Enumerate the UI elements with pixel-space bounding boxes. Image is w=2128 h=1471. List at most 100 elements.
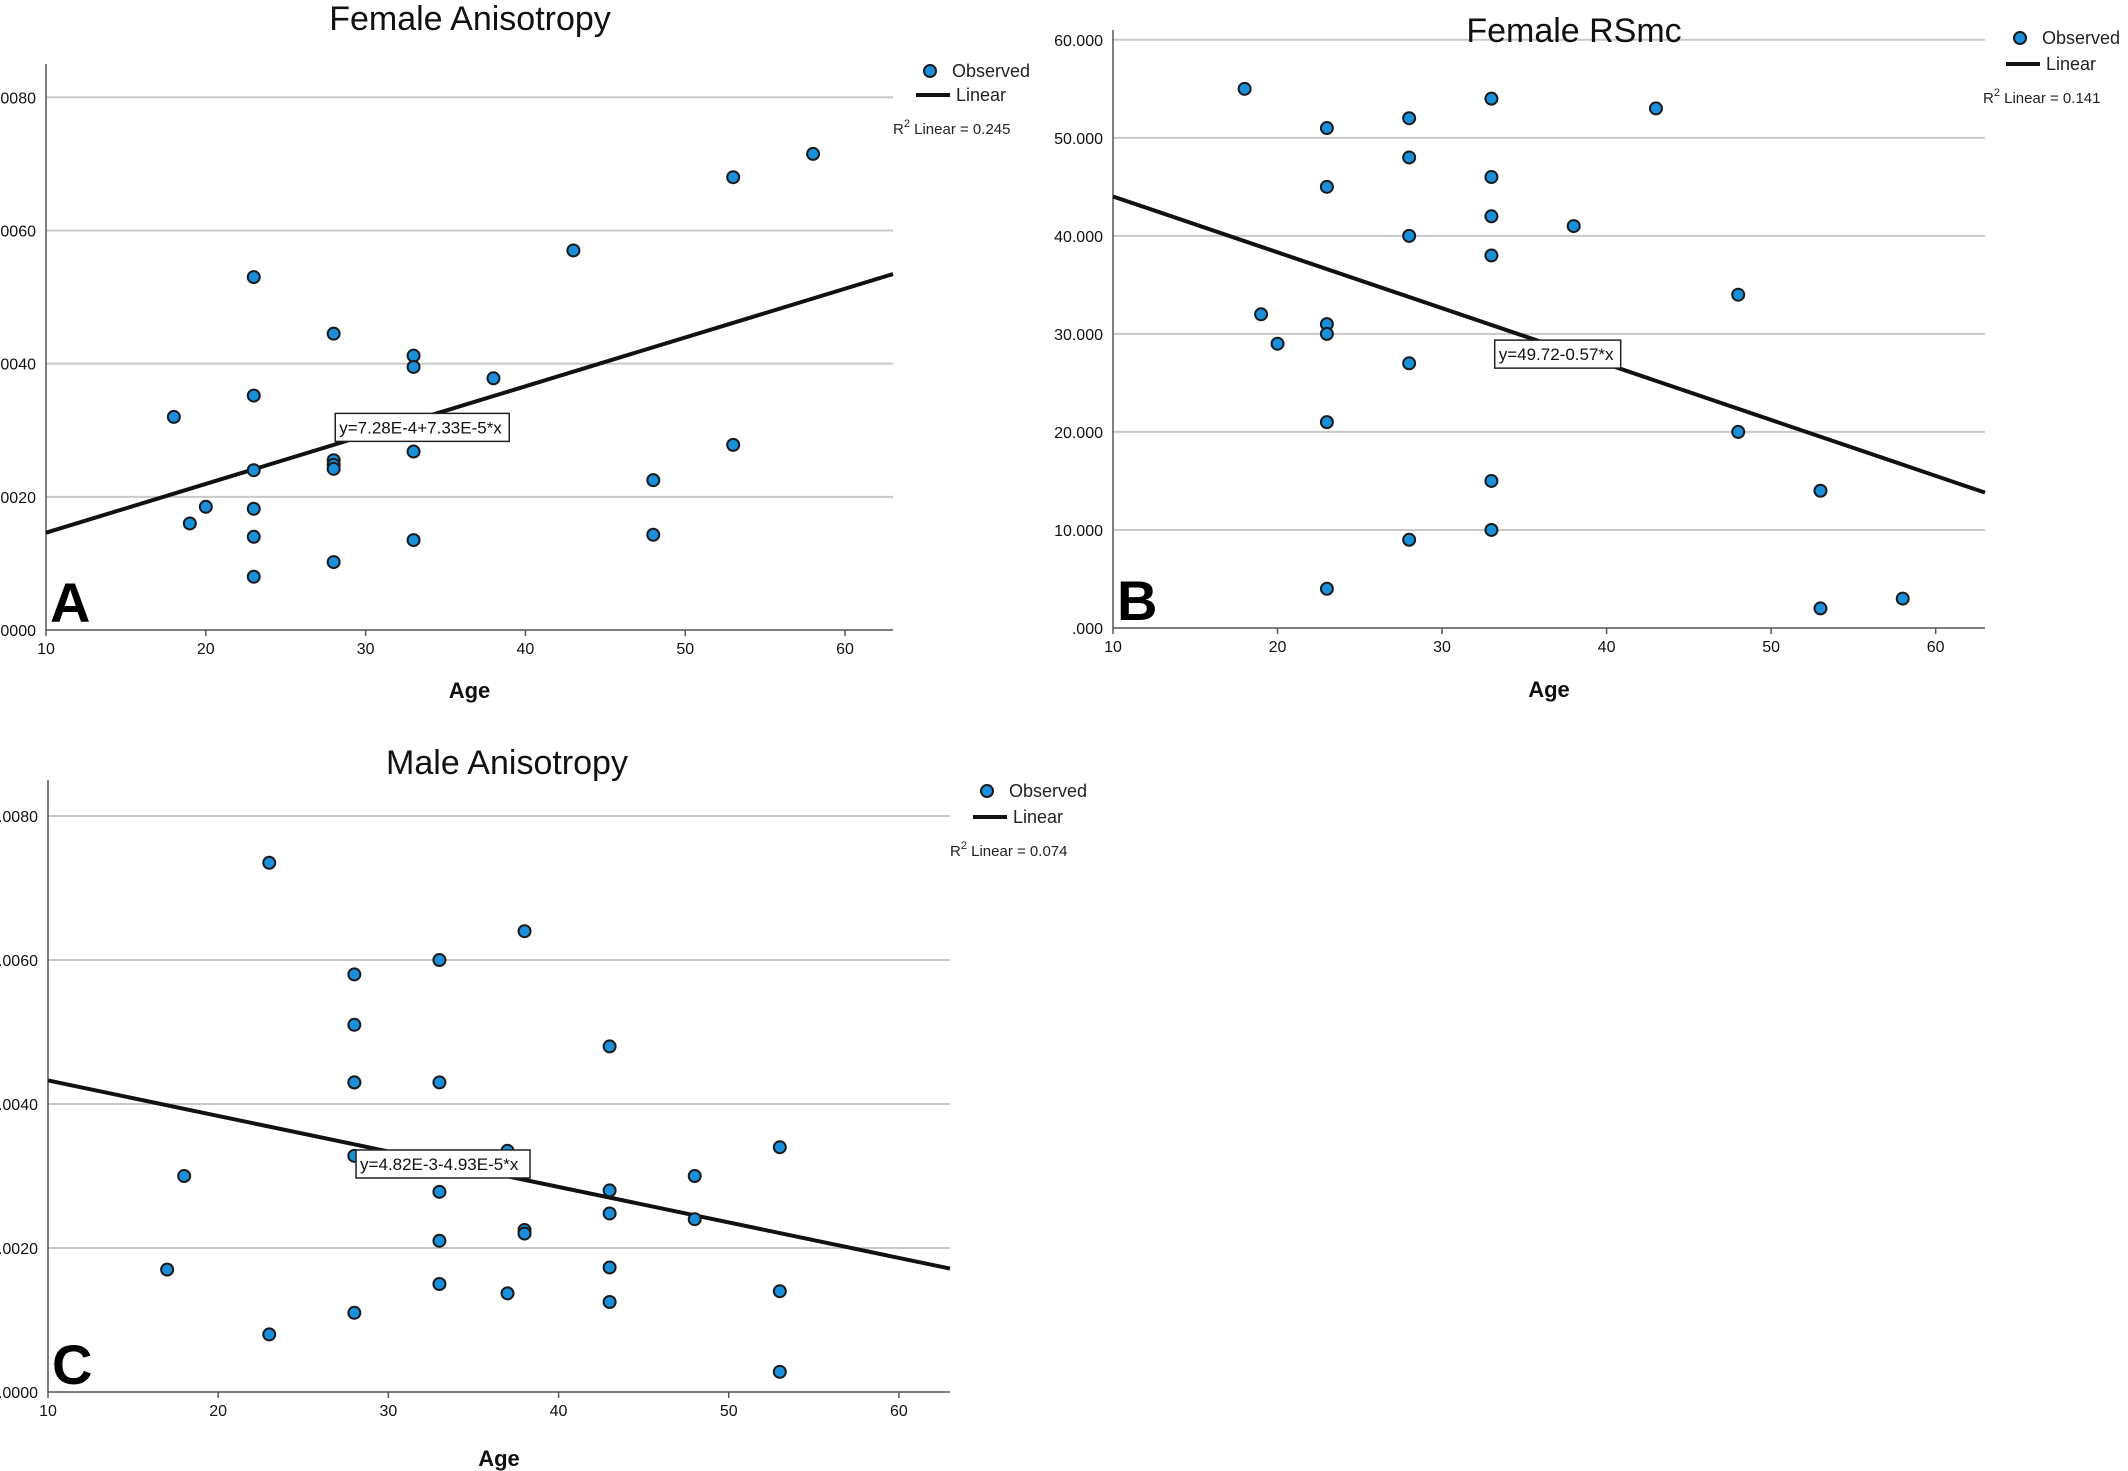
data-point: [246, 529, 261, 544]
data-point: [246, 388, 261, 403]
legend-linear-label: Linear: [956, 85, 1006, 105]
data-point: [166, 409, 181, 424]
x-tick-label: 40: [550, 1403, 568, 1420]
data-point: [1237, 81, 1252, 96]
data-point: [1731, 424, 1746, 439]
data-point: [432, 1184, 447, 1199]
data-point: [517, 1226, 532, 1241]
data-point: [246, 569, 261, 584]
data-point: [347, 1017, 362, 1032]
x-tick-label: 40: [1598, 639, 1616, 656]
data-point: [262, 1327, 277, 1342]
x-tick-label: 50: [720, 1403, 738, 1420]
chart-title: Male Anisotropy: [386, 744, 628, 782]
legend-linear-label: Linear: [1013, 807, 1063, 827]
data-point: [1731, 287, 1746, 302]
data-point: [726, 170, 741, 185]
y-tick-label: .0080: [0, 90, 36, 107]
data-point: [406, 533, 421, 548]
x-tick-label: 50: [676, 641, 694, 658]
data-point: [1566, 219, 1581, 234]
equation-label: y=7.28E-4+7.33E-5*x: [339, 418, 502, 437]
y-tick-label: .0000: [0, 623, 36, 640]
data-point: [806, 146, 821, 161]
x-axis-label: Age: [449, 678, 491, 703]
legend-observed-label: Observed: [952, 61, 1030, 81]
data-point: [406, 348, 421, 363]
data-point: [1402, 356, 1417, 371]
y-tick-label: .0000: [0, 1385, 38, 1402]
data-point: [326, 326, 341, 341]
equation-box: [334, 412, 511, 443]
data-point: [432, 953, 447, 967]
y-tick-label: .000: [1072, 621, 1103, 638]
data-point: [432, 1233, 447, 1248]
data-point: [517, 924, 532, 939]
data-point: [246, 501, 261, 516]
data-point: [1813, 483, 1828, 498]
x-tick-label: 30: [357, 641, 375, 658]
x-tick-label: 30: [1433, 639, 1451, 656]
linear-fit-line: [45, 272, 894, 535]
x-tick-label: 20: [197, 641, 215, 658]
y-tick-label: .0020: [0, 490, 36, 507]
y-tick-label: 50.000: [1054, 131, 1103, 148]
data-point: [1484, 209, 1499, 224]
data-point: [646, 527, 661, 542]
equation-label: y=49.72-0.57*x: [1499, 345, 1614, 364]
data-point: [1319, 121, 1334, 136]
legend-observed-label: Observed: [2042, 28, 2120, 48]
data-point: [177, 1169, 192, 1183]
y-tick-label: .0060: [0, 953, 38, 970]
y-tick-label: .0040: [0, 357, 36, 374]
panel-letter: C: [52, 1333, 92, 1396]
data-point: [1319, 326, 1334, 341]
data-point: [486, 371, 501, 386]
data-point: [182, 516, 197, 531]
data-point: [246, 463, 261, 478]
x-axis-label: Age: [1528, 677, 1570, 702]
data-point: [500, 1286, 515, 1301]
data-point: [687, 1212, 702, 1227]
legend-observed-marker: [2013, 31, 2027, 45]
data-point: [198, 499, 213, 514]
x-tick-label: 50: [1762, 639, 1780, 656]
y-tick-label: .0020: [0, 1241, 38, 1258]
equation-label: y=4.82E-3-4.93E-5*x: [360, 1155, 519, 1174]
data-point: [1319, 179, 1334, 194]
data-point: [347, 1305, 362, 1320]
data-point: [1402, 111, 1417, 126]
chart-title: Female RSmc: [1466, 12, 1681, 50]
data-point: [772, 1140, 787, 1155]
y-tick-label: 30.000: [1054, 327, 1103, 344]
data-point: [326, 461, 341, 476]
equation-box: [1493, 339, 1622, 369]
data-point: [602, 1206, 617, 1221]
chart-title: Female Anisotropy: [329, 0, 611, 38]
panel-b: .000 10.000 20.000 30.000 40.000 50.000 60.000…: [1054, 12, 2120, 702]
legend-observed-label: Observed: [1009, 781, 1087, 801]
data-point: [687, 1169, 702, 1183]
y-tick-label: 10.000: [1054, 523, 1103, 540]
x-tick-label: 10: [37, 641, 55, 658]
data-point: [1319, 415, 1334, 430]
data-point: [602, 1183, 617, 1198]
legend-observed-marker: [980, 784, 994, 798]
data-point: [1895, 591, 1910, 606]
x-tick-label: 60: [1927, 639, 1945, 656]
r-squared-label: R2 Linear = 0.141: [1983, 87, 2100, 107]
r-squared-label: R2 Linear = 0.074: [950, 840, 1067, 860]
data-point: [262, 855, 277, 870]
data-point: [432, 1075, 447, 1090]
data-point: [1648, 101, 1663, 116]
data-point: [432, 1277, 447, 1291]
r-squared-label: R2 Linear = 0.245: [893, 118, 1010, 138]
data-point: [1813, 601, 1828, 616]
y-tick-label: 60.000: [1054, 33, 1103, 50]
panel-letter: B: [1117, 569, 1157, 632]
data-point: [160, 1262, 175, 1277]
data-point: [1270, 336, 1285, 351]
data-point: [1484, 170, 1499, 185]
data-point: [602, 1295, 617, 1309]
data-point: [406, 359, 421, 374]
